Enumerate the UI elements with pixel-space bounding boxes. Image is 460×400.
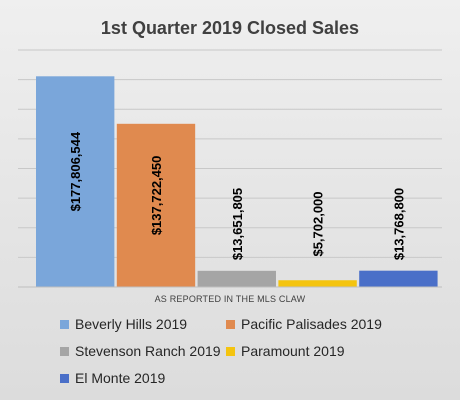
x-axis-label: AS REPORTED IN THE MLS CLAW [155,294,306,304]
legend-label: Pacific Palisades 2019 [241,316,382,332]
bar [278,280,357,287]
bar [116,123,196,288]
bars [36,76,438,288]
data-labels: $177,806,544 $137,722,450 $13,651,805 $5,70… [68,131,406,260]
legend-label: Beverly Hills 2019 [75,316,187,332]
legend-swatch [60,347,69,356]
data-label: $13,768,800 [391,188,406,260]
data-label: $137,722,450 [149,156,164,236]
bar [197,270,276,287]
legend-swatch [60,374,69,383]
legend-label: Stevenson Ranch 2019 [75,343,221,359]
data-label: $177,806,544 [68,131,83,211]
legend-swatch [226,347,235,356]
legend-label: Paramount 2019 [241,343,345,359]
data-label: $13,651,805 [230,188,245,260]
legend: Beverly Hills 2019 Pacific Palisades 2019… [60,316,382,386]
bar [36,76,115,287]
data-label: $5,702,000 [311,191,326,256]
legend-swatch [226,320,235,329]
legend-label: El Monte 2019 [75,370,165,386]
chart-title: 1st Quarter 2019 Closed Sales [101,18,359,38]
legend-swatch [60,320,69,329]
bar [359,270,438,287]
